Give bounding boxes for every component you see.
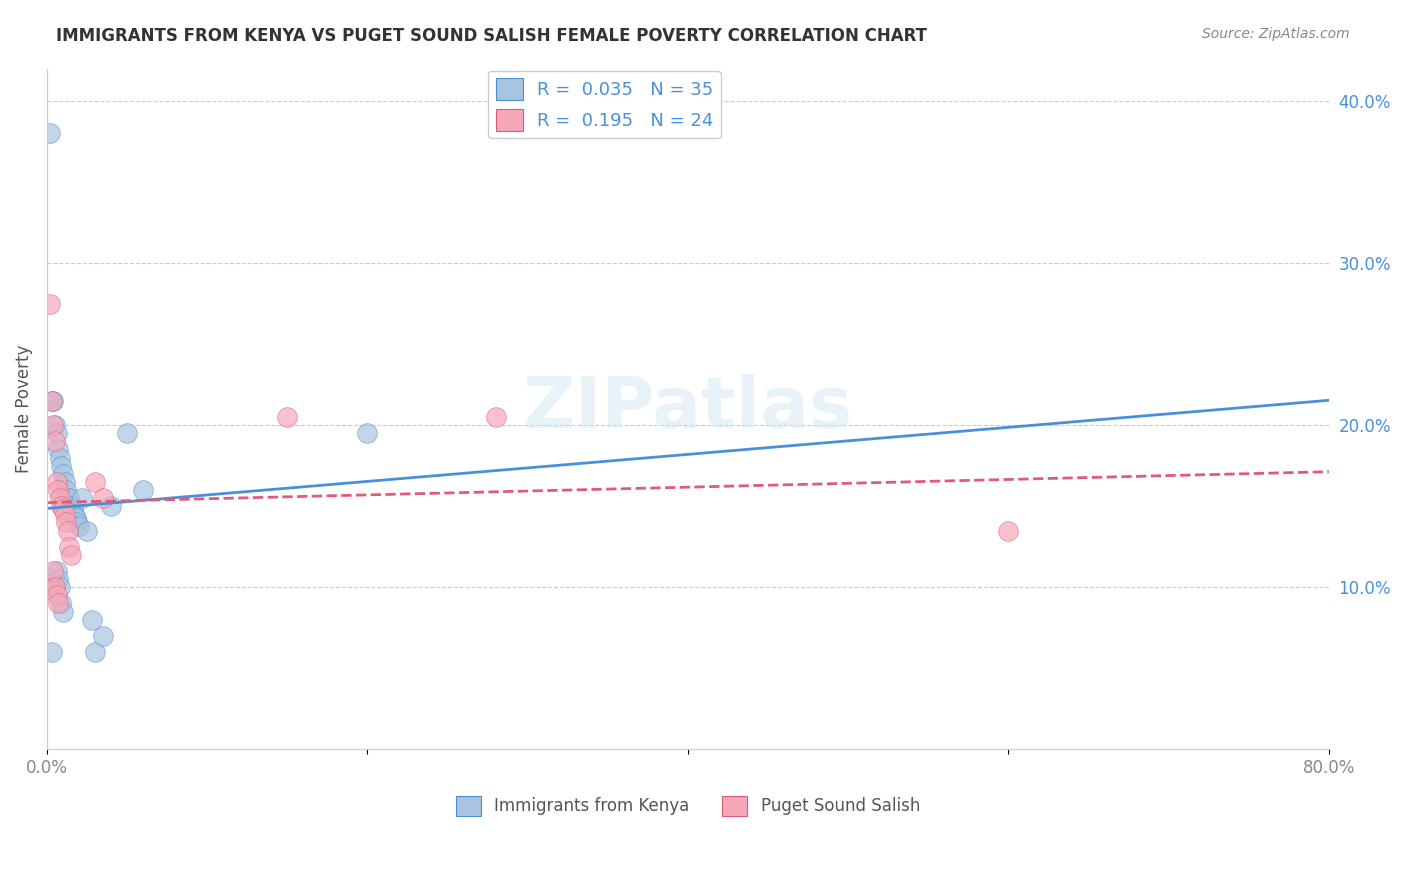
Point (48, 580, 70, 594)
Point (997, 524, 1019, 538)
Point (84, 475, 107, 489)
Point (45, 426, 67, 441)
Point (42, 418, 65, 433)
Point (70, 491, 93, 505)
Point (46, 483, 69, 497)
Point (51, 500, 73, 514)
Point (55, 483, 77, 497)
Point (62, 502, 84, 516)
Point (91, 491, 114, 505)
Point (51, 458, 73, 473)
Point (44, 580, 66, 594)
Point (55, 516, 77, 530)
Point (80, 613, 103, 627)
Point (44, 418, 66, 433)
Point (44, 580, 66, 594)
Point (46, 597, 69, 611)
Point (41, 393, 63, 408)
Point (48, 450, 70, 465)
Point (91, 629, 114, 643)
Point (76, 524, 98, 538)
Point (59, 500, 82, 514)
Point (39, 127, 62, 141)
Point (63, 508, 86, 522)
Text: ZIPatlas: ZIPatlas (523, 375, 853, 443)
Point (356, 426, 378, 441)
Point (66, 516, 89, 530)
Point (132, 483, 155, 497)
Point (39, 296, 62, 310)
Point (41, 645, 63, 659)
Point (67, 518, 90, 533)
Point (484, 410, 506, 425)
Point (41, 580, 63, 594)
Point (65, 510, 87, 524)
Point (41, 393, 63, 408)
Point (56, 524, 79, 538)
Y-axis label: Female Poverty: Female Poverty (15, 345, 32, 473)
Point (45, 588, 67, 602)
Point (58, 491, 80, 505)
Legend: Immigrants from Kenya, Puget Sound Salish: Immigrants from Kenya, Puget Sound Salis… (449, 789, 927, 822)
Point (52, 502, 75, 516)
Point (46, 442, 69, 457)
Point (52, 605, 75, 619)
Text: Source: ZipAtlas.com: Source: ZipAtlas.com (1202, 27, 1350, 41)
Point (58, 540, 80, 554)
Point (51, 597, 73, 611)
Point (56, 491, 79, 505)
Point (53, 475, 76, 489)
Point (46, 572, 69, 586)
Point (48, 491, 70, 505)
Point (115, 426, 138, 441)
Point (44, 434, 66, 449)
Point (52, 467, 75, 481)
Point (59, 548, 82, 562)
Point (42, 393, 65, 408)
Point (276, 410, 298, 425)
Point (100, 500, 122, 514)
Point (84, 645, 107, 659)
Text: IMMIGRANTS FROM KENYA VS PUGET SOUND SALISH FEMALE POVERTY CORRELATION CHART: IMMIGRANTS FROM KENYA VS PUGET SOUND SAL… (56, 27, 927, 45)
Point (42, 564, 65, 578)
Point (45, 564, 67, 578)
Point (53, 508, 76, 522)
Point (45, 475, 67, 489)
